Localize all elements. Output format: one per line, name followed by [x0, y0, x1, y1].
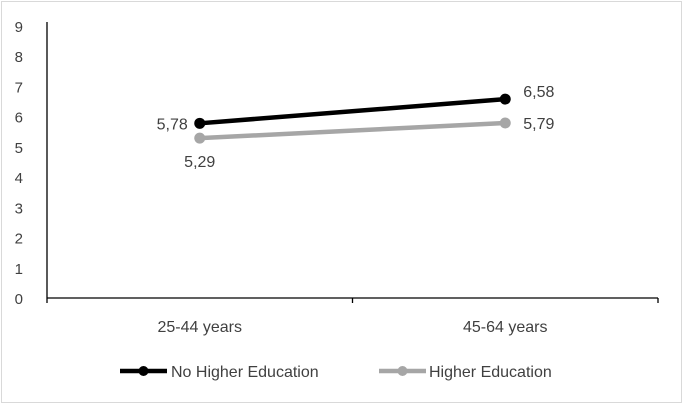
- data-point-higher-education: [499, 117, 511, 129]
- x-category-label: 45-64 years: [463, 319, 548, 336]
- data-label: 5,78: [157, 116, 188, 133]
- data-label: 6,58: [523, 84, 554, 101]
- series-line-no-higher-education: [197, 96, 508, 126]
- y-tick-label: 5: [15, 140, 23, 157]
- y-tick-label: 9: [15, 19, 23, 36]
- y-tick-label: 1: [15, 261, 23, 278]
- line-chart: 0 1 2 3 4 5 6 7 8 9 25-44 years 45-64 years 5,78 6,…: [15, 19, 659, 381]
- y-tick-label: 0: [15, 291, 23, 308]
- y-tick-label: 8: [15, 49, 23, 66]
- x-category-label: 25-44 years: [158, 319, 243, 336]
- legend-label-no-higher-education: No Higher Education: [171, 364, 319, 381]
- chart-frame: 0 1 2 3 4 5 6 7 8 9 25-44 years 45-64 years 5,78 6,…: [1, 1, 682, 403]
- y-tick-label: 6: [15, 110, 23, 127]
- y-tick-label: 7: [15, 79, 23, 96]
- legend-marker-higher-education: [397, 366, 408, 376]
- y-tick-label: 2: [15, 231, 23, 248]
- data-label: 5,79: [523, 116, 554, 133]
- legend-marker-no-higher-education: [138, 366, 149, 376]
- data-point-higher-education: [194, 132, 206, 144]
- data-point-no-higher-education: [194, 117, 206, 129]
- series-line-higher-education: [197, 120, 508, 141]
- y-tick-label: 3: [15, 200, 23, 217]
- legend-label-higher-education: Higher Education: [429, 364, 552, 381]
- y-tick-label: 4: [15, 170, 23, 187]
- data-point-no-higher-education: [499, 93, 511, 105]
- data-label: 5,29: [184, 154, 215, 171]
